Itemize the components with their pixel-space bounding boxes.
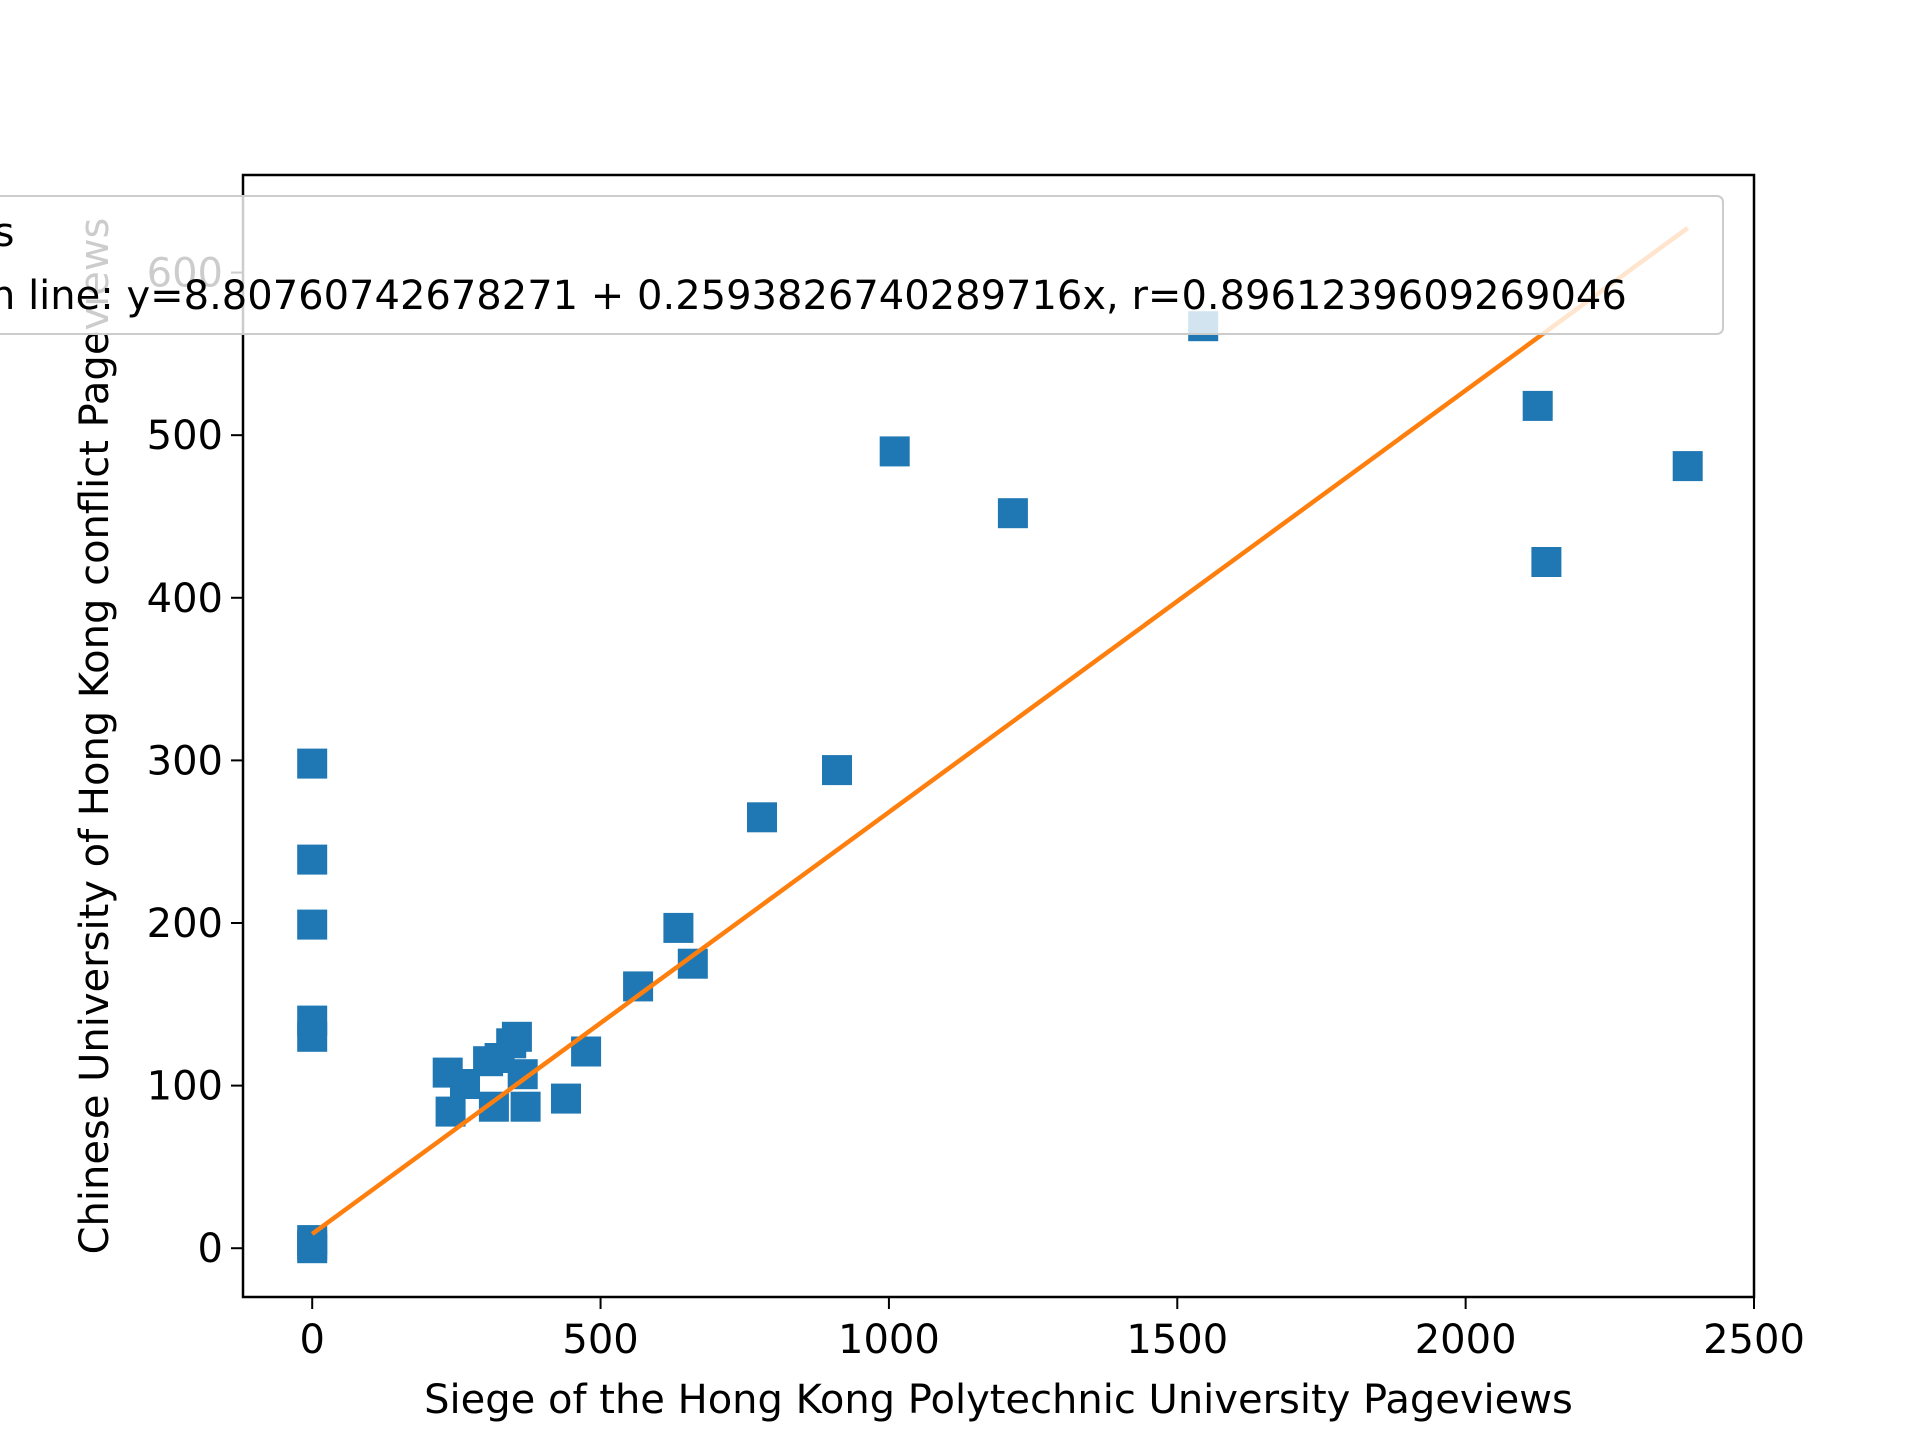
x-tick-label: 500 [562,1317,638,1363]
x-axis-ticks: 0 500 1000 1500 2000 2500 [299,1297,1805,1363]
y-tick-label: 0 [198,1226,223,1272]
data-point [435,1096,466,1127]
data-point [822,755,852,786]
data-point [297,748,328,779]
legend-box [0,195,1724,335]
data-point [297,1005,328,1036]
data-point [1531,547,1562,577]
x-axis-label: Siege of the Hong Kong Polytechnic Unive… [424,1377,1573,1423]
data-point [297,1225,328,1256]
x-tick-label: 2500 [1703,1317,1805,1363]
legend-entry-points: ts [0,210,15,256]
scatter-points [297,311,1703,1264]
data-point [1522,390,1553,421]
y-tick-label: 100 [147,1064,223,1110]
data-point [997,498,1028,529]
x-tick-label: 1000 [838,1317,940,1363]
data-point [297,909,328,940]
y-tick-label: 200 [147,901,223,947]
regression-line-layer [310,226,1690,1236]
data-point [879,436,910,467]
data-point [747,802,777,833]
y-axis-label: Chinese University of Hong Kong conflict… [72,218,118,1255]
x-tick-label: 2000 [1415,1317,1517,1363]
data-point [551,1083,581,1114]
regression-line [310,226,1690,1236]
data-point [501,1021,532,1052]
axes-frame [241,173,1756,1299]
x-tick-label: 0 [299,1317,324,1363]
y-axis-ticks: 0100200300400500600 [147,251,243,1272]
legend-entry-regression-line: n line: y=8.80760742678271 + 0.259382674… [0,273,1627,319]
data-point [297,844,328,875]
y-tick-label: 300 [147,738,223,784]
data-point [663,912,694,943]
y-tick-label: 400 [147,576,223,622]
legend: ts n line: y=8.80760742678271 + 0.259382… [0,195,1724,335]
data-point [1672,451,1703,482]
data-point [510,1091,541,1122]
x-tick-label: 1500 [1126,1317,1228,1363]
y-tick-label: 500 [147,413,223,459]
